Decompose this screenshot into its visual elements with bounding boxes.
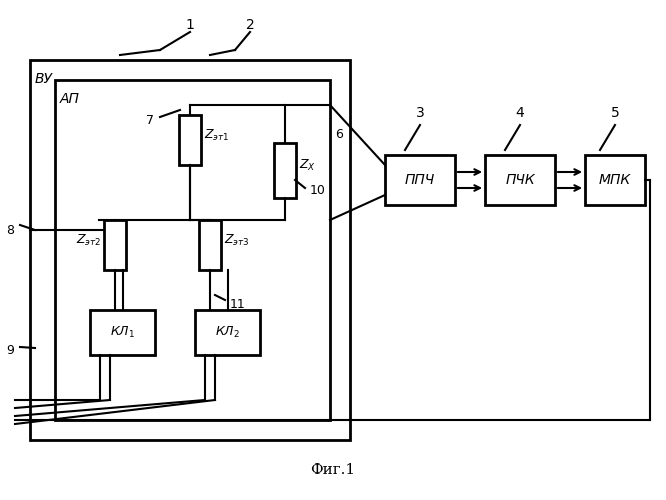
Bar <box>30 60 350 440</box>
Text: Фиг.1: Фиг.1 <box>310 463 356 477</box>
Bar <box>90 310 155 355</box>
Text: 7: 7 <box>146 114 154 126</box>
Text: ВУ: ВУ <box>35 72 53 86</box>
Text: 3: 3 <box>416 106 424 120</box>
Text: 1: 1 <box>186 18 194 32</box>
Text: 2: 2 <box>246 18 254 32</box>
Bar <box>195 310 260 355</box>
Bar <box>55 80 330 420</box>
Text: 5: 5 <box>611 106 619 120</box>
Text: 9: 9 <box>6 344 14 356</box>
Text: МПК: МПК <box>599 173 631 187</box>
Bar <box>104 220 126 270</box>
Text: АП: АП <box>60 92 80 106</box>
Text: $КЛ_1$: $КЛ_1$ <box>110 325 135 340</box>
Bar <box>179 115 201 165</box>
Bar <box>274 142 296 198</box>
Text: $Z_{эт2}$: $Z_{эт2}$ <box>76 232 101 248</box>
Bar <box>585 155 645 205</box>
Bar <box>385 155 455 205</box>
Text: ПЧК: ПЧК <box>505 173 535 187</box>
Text: ППЧ: ППЧ <box>405 173 435 187</box>
Text: $Z_{эт1}$: $Z_{эт1}$ <box>204 128 230 142</box>
Text: $Z_{эт3}$: $Z_{эт3}$ <box>224 232 250 248</box>
Text: $КЛ_2$: $КЛ_2$ <box>215 325 240 340</box>
Bar <box>199 220 221 270</box>
Text: 10: 10 <box>310 184 326 196</box>
Text: 4: 4 <box>515 106 524 120</box>
Text: $Z_{X}$: $Z_{X}$ <box>299 158 316 172</box>
Bar <box>485 155 555 205</box>
Text: 8: 8 <box>6 224 14 236</box>
Text: 11: 11 <box>230 298 246 312</box>
Text: 6: 6 <box>335 128 343 141</box>
